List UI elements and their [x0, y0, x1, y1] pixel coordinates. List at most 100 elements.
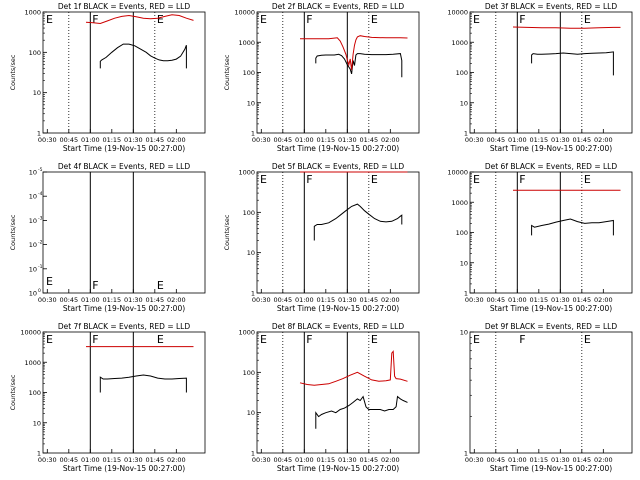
y-tick-exponent: -5: [38, 167, 43, 173]
y-tick-label: 10000: [447, 169, 468, 177]
x-axis-label: Start Time (19-Nov-15 00:27:00): [63, 304, 185, 313]
x-axis-label: Start Time (19-Nov-15 00:27:00): [490, 304, 612, 313]
y-tick-exponent: -1: [38, 264, 43, 270]
y-tick-label: 10: [247, 99, 255, 107]
y-tick-label: 10: [29, 193, 37, 201]
y-tick-label: 10: [460, 329, 468, 337]
y-axis-label: Counts/sec: [223, 54, 231, 90]
x-tick-label: 01:15: [316, 456, 335, 464]
y-tick-label: 1: [251, 290, 255, 298]
y-tick-label: 100: [456, 229, 468, 237]
x-tick-label: 02:00: [167, 296, 186, 304]
events-series-line: [315, 395, 408, 429]
x-axis-label: Start Time (19-Nov-15 00:27:00): [277, 304, 399, 313]
y-tick-label: 10: [247, 249, 255, 257]
x-tick-label: 01:30: [551, 136, 570, 144]
x-tick-label: 02:00: [381, 136, 400, 144]
chart-panel-5: Det 5f BLACK = Events, RED = LLD E F E 00:30…: [223, 162, 420, 313]
region-label: F: [92, 13, 98, 26]
x-tick-label: 02:00: [167, 456, 186, 464]
y-axis-label: Counts/sec: [9, 214, 17, 250]
x-tick-label: 01:00: [81, 456, 100, 464]
region-label: E: [46, 13, 53, 26]
x-axis-label: Start Time (19-Nov-15 00:27:00): [63, 144, 185, 153]
x-tick-label: 01:15: [102, 136, 121, 144]
y-tick-exponent: -4: [38, 191, 43, 197]
x-tick-label: 01:45: [145, 296, 164, 304]
y-tick-label: 1: [37, 450, 41, 458]
plot-frame: [469, 11, 633, 134]
region-label: E: [371, 173, 378, 186]
y-tick-label: 100: [243, 209, 255, 217]
y-axis-label: Counts/sec: [9, 54, 17, 90]
plot-frame: [42, 11, 206, 134]
y-tick-label: 100: [243, 69, 255, 77]
x-tick-label: 01:15: [102, 456, 121, 464]
x-tick-label: 00:30: [38, 456, 57, 464]
region-label: E: [157, 13, 164, 26]
y-tick-exponent: -2: [38, 240, 43, 246]
x-tick-label: 02:00: [594, 136, 613, 144]
x-axis-label: Start Time (19-Nov-15 00:27:00): [277, 144, 399, 153]
y-tick-label: 1000: [24, 359, 41, 367]
region-label: E: [584, 173, 591, 186]
region-label: E: [473, 13, 480, 26]
x-tick-label: 01:00: [81, 136, 100, 144]
lld-series-line: [299, 350, 408, 386]
chart-panel-1: Det 1f BLACK = Events, RED = LLD E F E 00:30…: [9, 2, 206, 153]
chart-panel-9: Det 9f BLACK = Events, RED = LLD E F E 00:30…: [460, 322, 633, 473]
x-tick-label: 01:15: [529, 456, 548, 464]
events-series-line: [315, 53, 403, 78]
chart-title: Det 3f BLACK = Events, RED = LLD: [485, 2, 618, 11]
x-tick-label: 01:15: [529, 136, 548, 144]
x-tick-label: 01:45: [145, 456, 164, 464]
x-axis-label: Start Time (19-Nov-15 00:27:00): [490, 144, 612, 153]
y-tick-label: 100: [29, 49, 41, 57]
region-label: E: [157, 279, 164, 292]
x-tick-label: 01:45: [572, 456, 591, 464]
y-tick-label: 10: [29, 290, 37, 298]
y-tick-label: 10: [29, 265, 37, 273]
region-label: F: [519, 13, 525, 26]
region-label: E: [473, 173, 480, 186]
x-tick-label: 01:00: [295, 456, 314, 464]
x-tick-label: 00:30: [252, 296, 271, 304]
y-tick-label: 100: [456, 69, 468, 77]
x-tick-label: 01:45: [572, 296, 591, 304]
y-tick-label: 1: [251, 130, 255, 138]
chart-panel-2: Det 2f BLACK = Events, RED = LLD E F E 00:30…: [223, 2, 420, 153]
x-tick-label: 01:45: [145, 136, 164, 144]
x-tick-label: 00:45: [59, 456, 78, 464]
x-tick-label: 01:00: [508, 136, 527, 144]
x-tick-label: 01:00: [508, 296, 527, 304]
x-tick-label: 02:00: [167, 136, 186, 144]
y-tick-label: 10: [29, 241, 37, 249]
chart-panel-7: Det 7f BLACK = Events, RED = LLD E F E 00:30…: [9, 322, 206, 473]
chart-title: Det 8f BLACK = Events, RED = LLD: [272, 322, 405, 331]
y-tick-label: 10: [33, 89, 41, 97]
region-label: F: [519, 173, 525, 186]
x-tick-label: 01:15: [316, 136, 335, 144]
region-label: E: [260, 13, 267, 26]
y-tick-label: 100: [243, 369, 255, 377]
x-tick-label: 00:45: [273, 456, 292, 464]
region-label: E: [473, 333, 480, 346]
chart-title: Det 2f BLACK = Events, RED = LLD: [272, 2, 405, 11]
x-tick-label: 01:00: [81, 296, 100, 304]
y-tick-label: 1000: [238, 39, 255, 47]
x-tick-label: 00:30: [252, 136, 271, 144]
x-tick-label: 00:30: [465, 136, 484, 144]
y-tick-label: 1: [464, 290, 468, 298]
chart-panel-8: Det 8f BLACK = Events, RED = LLD E F E 00:30…: [238, 322, 420, 473]
x-tick-label: 01:30: [338, 456, 357, 464]
x-tick-label: 01:45: [572, 136, 591, 144]
x-tick-label: 00:45: [486, 136, 505, 144]
chart-title: Det 4f BLACK = Events, RED = LLD: [58, 162, 191, 171]
region-label: E: [260, 173, 267, 186]
y-tick-label: 1000: [238, 329, 255, 337]
y-tick-label: 1000: [451, 199, 468, 207]
y-tick-label: 100: [29, 389, 41, 397]
y-tick-label: 1: [464, 130, 468, 138]
chart-panel-4: Det 4f BLACK = Events, RED = LLD E F E 00:30…: [9, 162, 206, 313]
